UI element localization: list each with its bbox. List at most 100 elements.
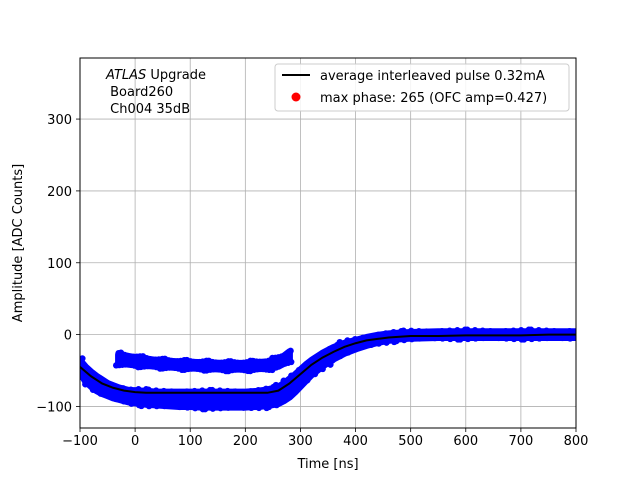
scatter-point [112, 395, 120, 403]
scatter-point [558, 328, 566, 335]
scatter-point [138, 402, 145, 410]
scatter-point [415, 328, 423, 335]
scatter-point [502, 328, 509, 335]
scatter-point [232, 388, 239, 395]
scatter-point [351, 335, 359, 343]
scatter-point [494, 328, 502, 335]
scatter-point [457, 336, 464, 343]
legend-entry-max-phase: max phase: 265 (OFC amp=0.427) [320, 91, 547, 106]
y-tick-label: 300 [47, 113, 72, 128]
x-tick-label: 400 [343, 434, 368, 449]
scatter-point [287, 347, 294, 355]
scatter-point [191, 404, 199, 412]
scatter-point [383, 339, 390, 346]
scatter-point [400, 336, 408, 344]
scatter-point [168, 402, 176, 410]
scatter-point [464, 326, 471, 333]
atlas-annotation: ATLAS Upgrade Board260 Ch004 35dB [105, 68, 206, 117]
scatter-point [367, 333, 374, 340]
scatter-point [288, 358, 295, 366]
y-tick-label: 100 [47, 257, 72, 272]
scatter-point [288, 372, 295, 379]
scatter-point [82, 381, 89, 388]
x-tick-label: 600 [453, 434, 478, 449]
scatter-point [408, 335, 416, 343]
scatter-point [431, 328, 438, 336]
scatter-point [528, 335, 535, 343]
scatter-point [318, 350, 326, 357]
x-tick-label: 800 [564, 434, 589, 449]
scatter-point [120, 398, 127, 405]
scatter-point [135, 386, 142, 393]
scatter-point [359, 334, 367, 341]
scatter-point [288, 391, 296, 398]
scatter-point [390, 328, 397, 336]
scatter-point [408, 327, 415, 335]
data-layer [80, 326, 576, 413]
scatter-point [566, 328, 573, 335]
scatter-point [382, 330, 390, 337]
scatter-point [566, 335, 574, 342]
scatter-point [184, 404, 191, 411]
scatter-point [296, 383, 303, 391]
y-axis-label: Amplitude [ADC Counts] [11, 164, 26, 322]
scatter-point [311, 355, 318, 362]
scatter-point [176, 403, 183, 411]
scatter-point [344, 337, 351, 344]
scatter-point [97, 390, 104, 397]
y-tick-label: 0 [64, 329, 72, 344]
scatter-point [201, 405, 209, 413]
x-axis-label: Time [ns] [296, 457, 358, 472]
scatter-point [262, 385, 270, 393]
scatter-point [89, 369, 96, 377]
scatter-point [438, 328, 446, 335]
scatter-point [375, 331, 382, 339]
scatter-point [446, 327, 453, 334]
scatter-point [550, 328, 558, 335]
y-tick-label: 200 [47, 185, 72, 200]
scatter-point [559, 334, 566, 342]
legend-marker-swatch [291, 92, 301, 102]
x-tick-label: −100 [62, 434, 98, 449]
y-tick-label: −100 [36, 400, 72, 415]
scatter-point [471, 327, 479, 334]
scatter-point [527, 326, 535, 333]
scatter-point [161, 402, 168, 410]
scatter-point [495, 334, 502, 342]
average-pulse-line [80, 333, 576, 394]
scatter-point [209, 386, 216, 394]
scatter-point [543, 327, 550, 334]
scatter-point [303, 360, 310, 368]
scatter-point [535, 327, 542, 334]
legend-entry-average-pulse: average interleaved pulse 0.32mA [320, 69, 545, 84]
axis-ticks: −100 0 100 200 300 400 500 600 700 800 −100 0 100 200… [36, 113, 588, 449]
scatter-point [273, 401, 280, 409]
scatter-point [153, 402, 160, 410]
scatter-point [510, 327, 517, 334]
scatter-point [326, 345, 333, 353]
scatter-point [360, 343, 367, 350]
x-tick-label: 200 [233, 434, 258, 449]
scatter-point [209, 405, 217, 412]
scatter-point [319, 365, 326, 373]
scatter-point [510, 335, 518, 343]
scatter-point [255, 404, 263, 412]
scatter-point [517, 327, 525, 334]
scatter-point [217, 404, 224, 412]
board-label: Board260 [106, 85, 173, 100]
scatter-point [281, 397, 288, 404]
scatter-point [105, 392, 112, 400]
scatter-point [454, 327, 461, 334]
scatter-point [248, 404, 255, 412]
scatter-point [375, 340, 382, 347]
upgrade-label: Upgrade [146, 68, 206, 83]
scatter-point [89, 386, 97, 393]
scatter-point [479, 327, 486, 334]
scatter-point [295, 366, 303, 374]
scatter-point [423, 328, 430, 335]
scatter-point [352, 346, 359, 353]
x-tick-label: 300 [288, 434, 313, 449]
scatter-point [128, 400, 135, 407]
atlas-label: ATLAS [105, 68, 146, 83]
scatter-point [400, 327, 407, 334]
